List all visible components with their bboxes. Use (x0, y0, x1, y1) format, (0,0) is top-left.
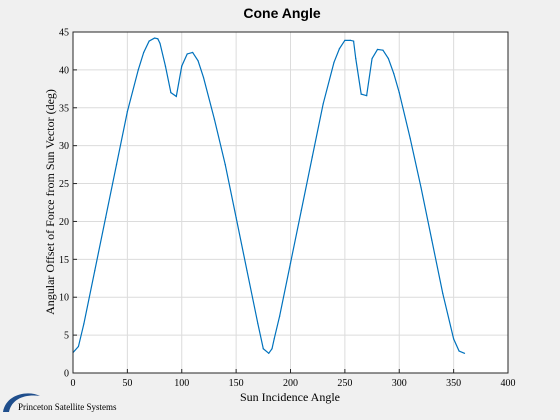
y-tick-label: 5 (64, 331, 69, 342)
data-point (115, 164, 118, 166)
x-tick-label: 100 (174, 378, 189, 389)
data-point (442, 292, 444, 295)
y-tick-label: 10 (59, 293, 69, 304)
x-tick-label: 400 (501, 378, 516, 389)
data-point (311, 156, 313, 158)
data-point (271, 348, 273, 350)
data-point (94, 270, 96, 272)
data-point (197, 60, 199, 62)
data-point (273, 338, 275, 340)
x-axis-label: Sun Incidence Angle (240, 390, 340, 404)
data-point (213, 118, 215, 120)
data-point (344, 39, 346, 41)
grid (72, 31, 509, 374)
data-point (352, 40, 355, 42)
chart-title: Cone Angle (243, 5, 320, 21)
data-point (126, 110, 128, 113)
data-point (322, 103, 324, 105)
data-point (175, 95, 177, 98)
data-point (268, 352, 270, 354)
data-point (279, 315, 281, 317)
data-point (105, 217, 107, 219)
y-tick-label: 0 (64, 369, 69, 380)
data-point (235, 217, 237, 219)
x-tick-label: 50 (122, 378, 132, 389)
data-point (366, 95, 368, 97)
y-tick-label: 40 (59, 65, 69, 76)
y-tick-label: 25 (59, 179, 69, 190)
data-point (458, 350, 460, 352)
data-point (398, 92, 400, 94)
series-points (72, 37, 466, 354)
data-point (202, 76, 205, 79)
series-line (72, 37, 465, 355)
data-point (157, 38, 159, 40)
data-point (148, 40, 150, 42)
axes-frame (72, 31, 509, 374)
y-tick-label: 20 (59, 217, 69, 228)
data-point (186, 53, 188, 55)
data-point (463, 352, 466, 354)
data-point (355, 57, 357, 60)
data-point (409, 137, 411, 139)
data-point (431, 239, 433, 241)
y-tick-label: 15 (59, 255, 69, 266)
x-tick-label: 150 (229, 378, 244, 389)
x-tick-label: 250 (337, 378, 352, 389)
x-tick-label: 350 (446, 378, 461, 389)
brand-logo: Princeton Satellite Systems (3, 393, 117, 412)
data-point (420, 186, 422, 188)
data-point (77, 345, 80, 348)
data-point (143, 51, 145, 54)
y-tick-label: 35 (59, 103, 69, 114)
data-point (338, 48, 341, 50)
data-point (333, 61, 335, 63)
data-point (393, 73, 395, 75)
data-point (453, 338, 455, 340)
x-tick-label: 300 (392, 378, 407, 389)
y-tick-label: 30 (59, 141, 69, 152)
data-point (164, 65, 167, 67)
data-point (224, 164, 226, 166)
data-point (289, 262, 292, 264)
y-axis-label: Angular Offset of Force from Sun Vector … (43, 89, 57, 315)
brand-text: Princeton Satellite Systems (18, 402, 117, 412)
data-point (192, 51, 194, 54)
princeton-swoosh-icon (3, 393, 40, 412)
data-point (153, 37, 156, 39)
data-point (137, 69, 139, 71)
data-point (83, 323, 85, 325)
data-point (262, 348, 264, 350)
data-point (170, 92, 172, 94)
data-point (371, 57, 373, 60)
data-point (349, 39, 351, 41)
x-tick-label: 0 (71, 378, 76, 389)
data-point (382, 49, 384, 51)
data-point (246, 270, 248, 272)
y-tick-label: 45 (59, 28, 69, 39)
data-point (257, 323, 259, 325)
data-point (376, 48, 379, 51)
x-tick-label: 200 (283, 378, 298, 389)
data-point (387, 57, 389, 60)
axis-ticks: 0 50 100 150 200 250 300 350 400 0 5 10 15 20 25 30 35 40… (59, 28, 516, 390)
data-point (181, 65, 183, 67)
data-point (159, 42, 161, 44)
data-point (360, 93, 362, 95)
data-point (300, 209, 302, 211)
